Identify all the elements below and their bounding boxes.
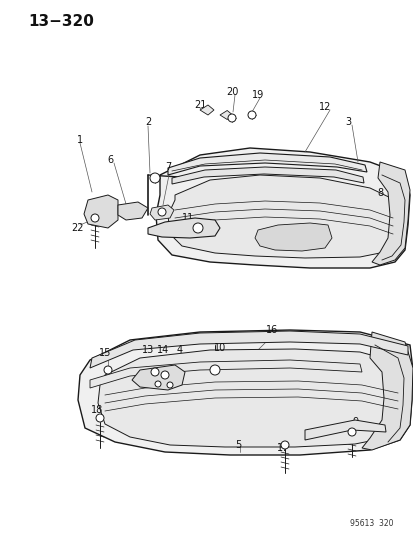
Circle shape bbox=[151, 368, 159, 376]
Circle shape bbox=[91, 214, 99, 222]
Circle shape bbox=[161, 371, 169, 379]
Text: 2: 2 bbox=[145, 117, 151, 127]
Polygon shape bbox=[168, 175, 397, 258]
Circle shape bbox=[347, 428, 355, 436]
Circle shape bbox=[166, 382, 173, 388]
Circle shape bbox=[158, 208, 166, 216]
Text: 16: 16 bbox=[265, 325, 278, 335]
Polygon shape bbox=[118, 202, 147, 220]
Text: 22: 22 bbox=[71, 223, 84, 233]
Polygon shape bbox=[147, 218, 219, 238]
Polygon shape bbox=[199, 105, 214, 115]
Polygon shape bbox=[98, 349, 402, 447]
Polygon shape bbox=[150, 205, 173, 220]
Circle shape bbox=[280, 441, 288, 449]
Circle shape bbox=[104, 366, 112, 374]
Polygon shape bbox=[78, 330, 412, 455]
Text: 20: 20 bbox=[225, 87, 237, 97]
Text: 15: 15 bbox=[99, 348, 111, 358]
Text: 12: 12 bbox=[318, 102, 330, 112]
Circle shape bbox=[228, 114, 235, 122]
Text: 95613  320: 95613 320 bbox=[349, 520, 392, 529]
Text: 3: 3 bbox=[344, 117, 350, 127]
Polygon shape bbox=[168, 153, 366, 175]
Text: 14: 14 bbox=[157, 345, 169, 355]
Text: 4: 4 bbox=[176, 345, 183, 355]
Circle shape bbox=[209, 365, 219, 375]
Text: 6: 6 bbox=[107, 155, 113, 165]
Text: 17: 17 bbox=[276, 443, 289, 453]
Polygon shape bbox=[132, 365, 185, 390]
Polygon shape bbox=[361, 332, 412, 450]
Circle shape bbox=[154, 381, 161, 387]
Text: 11: 11 bbox=[181, 213, 194, 223]
Polygon shape bbox=[219, 110, 232, 119]
Text: 18: 18 bbox=[91, 405, 103, 415]
Circle shape bbox=[150, 173, 159, 183]
Text: 13−320: 13−320 bbox=[28, 14, 94, 29]
Circle shape bbox=[192, 223, 202, 233]
Text: 5: 5 bbox=[234, 440, 240, 450]
Polygon shape bbox=[90, 331, 407, 368]
Text: 7: 7 bbox=[164, 162, 171, 172]
Text: 8: 8 bbox=[376, 188, 382, 198]
Text: 19: 19 bbox=[251, 90, 263, 100]
Polygon shape bbox=[156, 148, 409, 268]
Circle shape bbox=[96, 414, 104, 422]
Text: 21: 21 bbox=[193, 100, 206, 110]
Text: 13: 13 bbox=[142, 345, 154, 355]
Polygon shape bbox=[304, 420, 385, 440]
Text: 9: 9 bbox=[351, 417, 357, 427]
Polygon shape bbox=[254, 223, 331, 251]
Text: 10: 10 bbox=[214, 343, 225, 353]
Polygon shape bbox=[90, 360, 361, 388]
Polygon shape bbox=[84, 195, 118, 228]
Polygon shape bbox=[171, 167, 363, 184]
Text: 1: 1 bbox=[77, 135, 83, 145]
Polygon shape bbox=[371, 162, 409, 265]
Circle shape bbox=[247, 111, 255, 119]
